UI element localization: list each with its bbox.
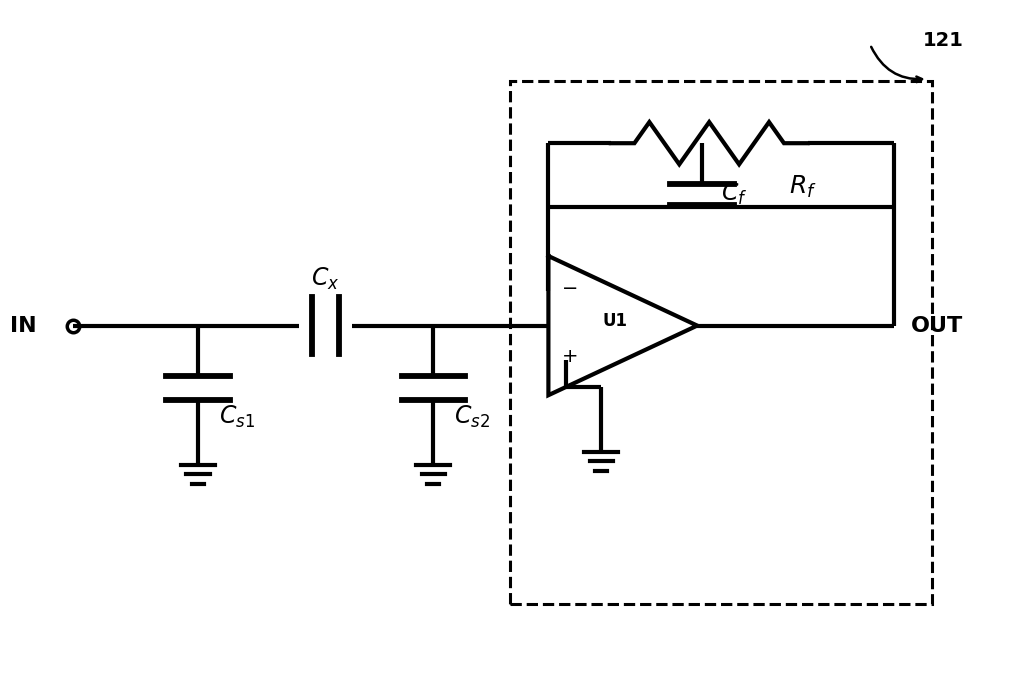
Text: $+$: $+$ [560,347,577,366]
Text: U1: U1 [602,312,628,330]
Text: $C_{s1}$: $C_{s1}$ [219,404,255,430]
Text: IN: IN [10,316,37,336]
Text: $R_f$: $R_f$ [788,174,816,200]
Text: $C_f$: $C_f$ [720,181,747,207]
Text: 121: 121 [922,31,963,50]
Text: OUT: OUT [910,316,963,336]
Text: $C_x$: $C_x$ [311,266,339,292]
Text: $C_{s2}$: $C_{s2}$ [453,404,490,430]
Text: $-$: $-$ [560,277,577,296]
